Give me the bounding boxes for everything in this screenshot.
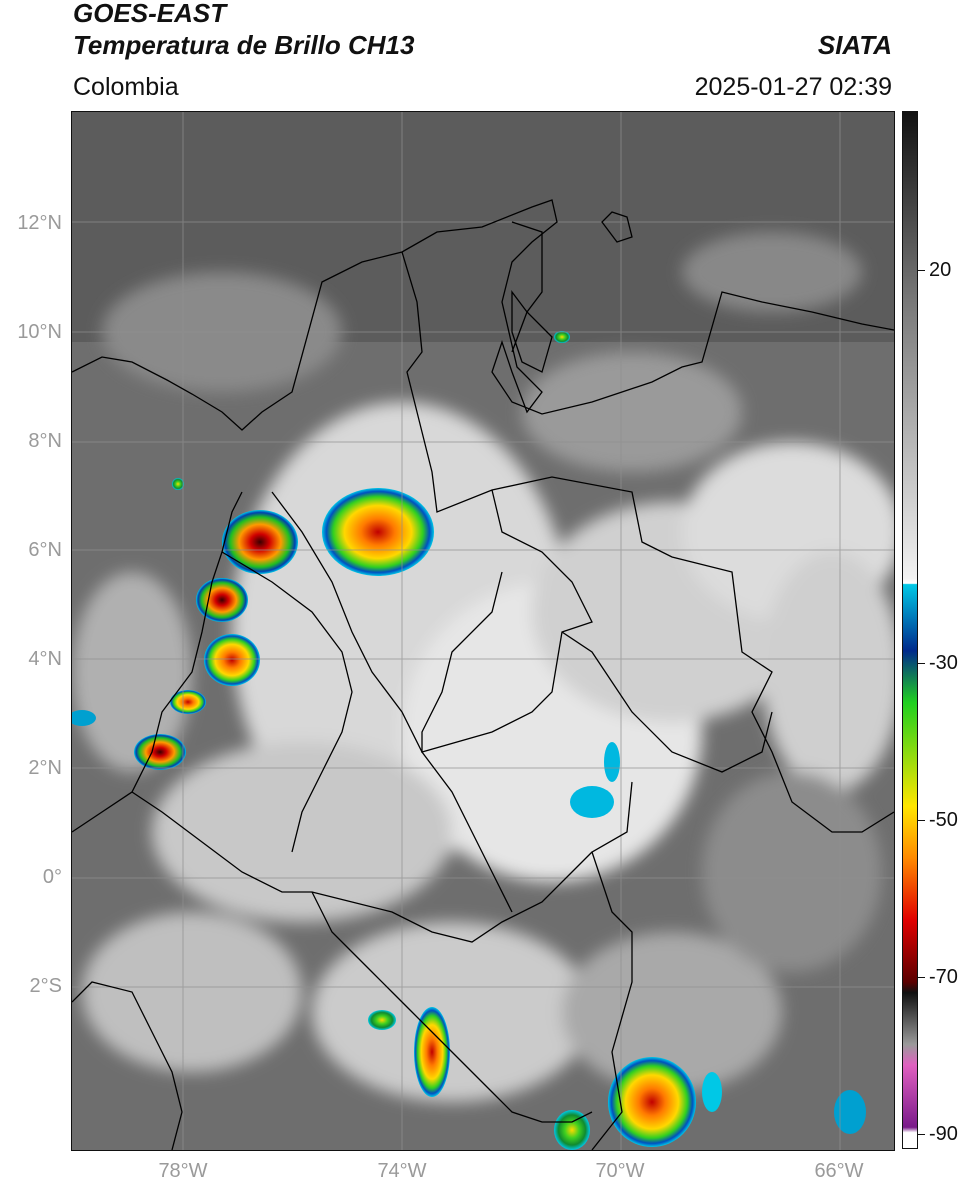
lat-label-12n: 12°N [17,212,62,234]
lat-label-8n: 8°N [28,430,62,452]
borders [72,199,894,1150]
lat-label-2s: 2°S [29,975,62,997]
lon-label-70w: 70°W [595,1160,645,1182]
cb-label-m30: -30 [929,652,958,674]
cb-tick-m90 [917,1134,925,1135]
lon-label-74w: 74°W [377,1160,427,1182]
lat-label-4n: 4°N [28,648,62,670]
lon-label-66w: 66°W [814,1160,864,1182]
cb-tick-20 [917,270,925,271]
cb-tick-m70 [917,977,925,978]
cb-tick-m50 [917,820,925,821]
satellite-map [71,111,895,1151]
product-subtitle: Temperatura de Brillo CH13 [73,30,415,60]
lat-label-0: 0° [42,866,62,888]
region-label: Colombia [73,73,179,101]
lat-label-6n: 6°N [28,539,62,561]
cb-label-m90: -90 [929,1123,958,1145]
lat-label-10n: 10°N [17,321,62,343]
cb-label-20: 20 [929,259,952,281]
cb-label-m70: -70 [929,966,958,988]
brand-label: SIATA [817,30,892,60]
map-canvas [72,112,894,1150]
lon-label-78w: 78°W [158,1160,208,1182]
graticule [72,112,894,1150]
cb-tick-m30 [917,663,925,664]
temperature-colorbar [902,111,918,1149]
lat-label-2n: 2°N [28,757,62,779]
timestamp-label: 2025-01-27 02:39 [694,73,892,101]
cb-label-m50: -50 [929,809,958,831]
product-title: GOES-EAST [73,0,227,28]
